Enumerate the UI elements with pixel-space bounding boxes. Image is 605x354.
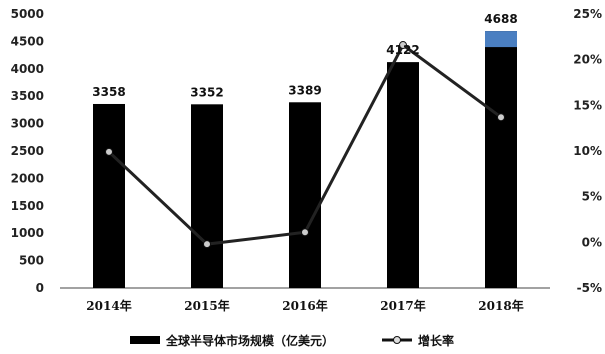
right-tick-label: 5%: [582, 190, 602, 204]
bar: [191, 104, 223, 289]
left-tick-label: 3500: [11, 89, 44, 103]
growth-point: [203, 240, 211, 249]
legend-line-label: 增长率: [418, 333, 454, 348]
bar-top-segment: [485, 31, 517, 48]
bar-value-label: 3389: [288, 83, 321, 97]
right-tick-label: 15%: [573, 98, 602, 112]
bar-value-label: 4688: [484, 12, 517, 26]
category-label: 2016年: [282, 298, 327, 313]
left-tick-label: 0: [36, 281, 44, 295]
left-tick-label: 2000: [11, 171, 44, 185]
bar: [289, 102, 321, 288]
bar: [387, 62, 419, 289]
category-label: 2017年: [380, 298, 425, 313]
left-tick-label: 4500: [11, 34, 44, 48]
bar: [93, 103, 125, 288]
left-axis-ticks: 0 500 1000 1500 2000 2500 3000 3500 4000 4500 5000: [11, 7, 44, 295]
bar: [485, 31, 517, 289]
growth-point: [301, 228, 309, 237]
legend-line-marker: [393, 336, 401, 344]
right-tick-label: 10%: [573, 144, 602, 158]
bar-value-label: 3352: [190, 85, 223, 99]
legend: 全球半导体市场规模（亿美元） 增长率: [130, 333, 454, 348]
category-label: 2018年: [478, 298, 523, 313]
bar-value-label: 4122: [386, 43, 419, 57]
right-tick-label: 0%: [582, 235, 602, 249]
category-labels: 2014年 2015年 2016年 2017年 2018年: [86, 298, 523, 313]
growth-point: [105, 147, 113, 156]
right-tick-label: -5%: [577, 281, 602, 295]
right-tick-label: 20%: [573, 53, 602, 67]
right-tick-label: 25%: [573, 7, 602, 21]
left-tick-label: 4000: [11, 62, 44, 76]
left-tick-label: 1000: [11, 226, 44, 240]
growth-line: [105, 41, 505, 249]
category-label: 2015年: [184, 298, 229, 313]
growth-point: [497, 113, 505, 122]
legend-bar-label: 全球半导体市场规模（亿美元）: [165, 333, 334, 348]
left-tick-label: 2500: [11, 144, 44, 158]
category-label: 2014年: [86, 298, 131, 313]
bar-value-labels: 3358 3352 3389 4122 4688: [92, 12, 517, 99]
bars: [93, 31, 517, 289]
left-tick-label: 500: [19, 254, 44, 268]
left-tick-label: 3000: [11, 117, 44, 131]
right-axis-ticks: -5% 0% 5% 10% 15% 20% 25%: [573, 7, 602, 295]
left-tick-label: 5000: [11, 7, 44, 21]
bar-value-label: 3358: [92, 85, 125, 99]
growth-point: [399, 41, 407, 50]
left-tick-label: 1500: [11, 199, 44, 213]
legend-bar-swatch: [130, 336, 160, 344]
